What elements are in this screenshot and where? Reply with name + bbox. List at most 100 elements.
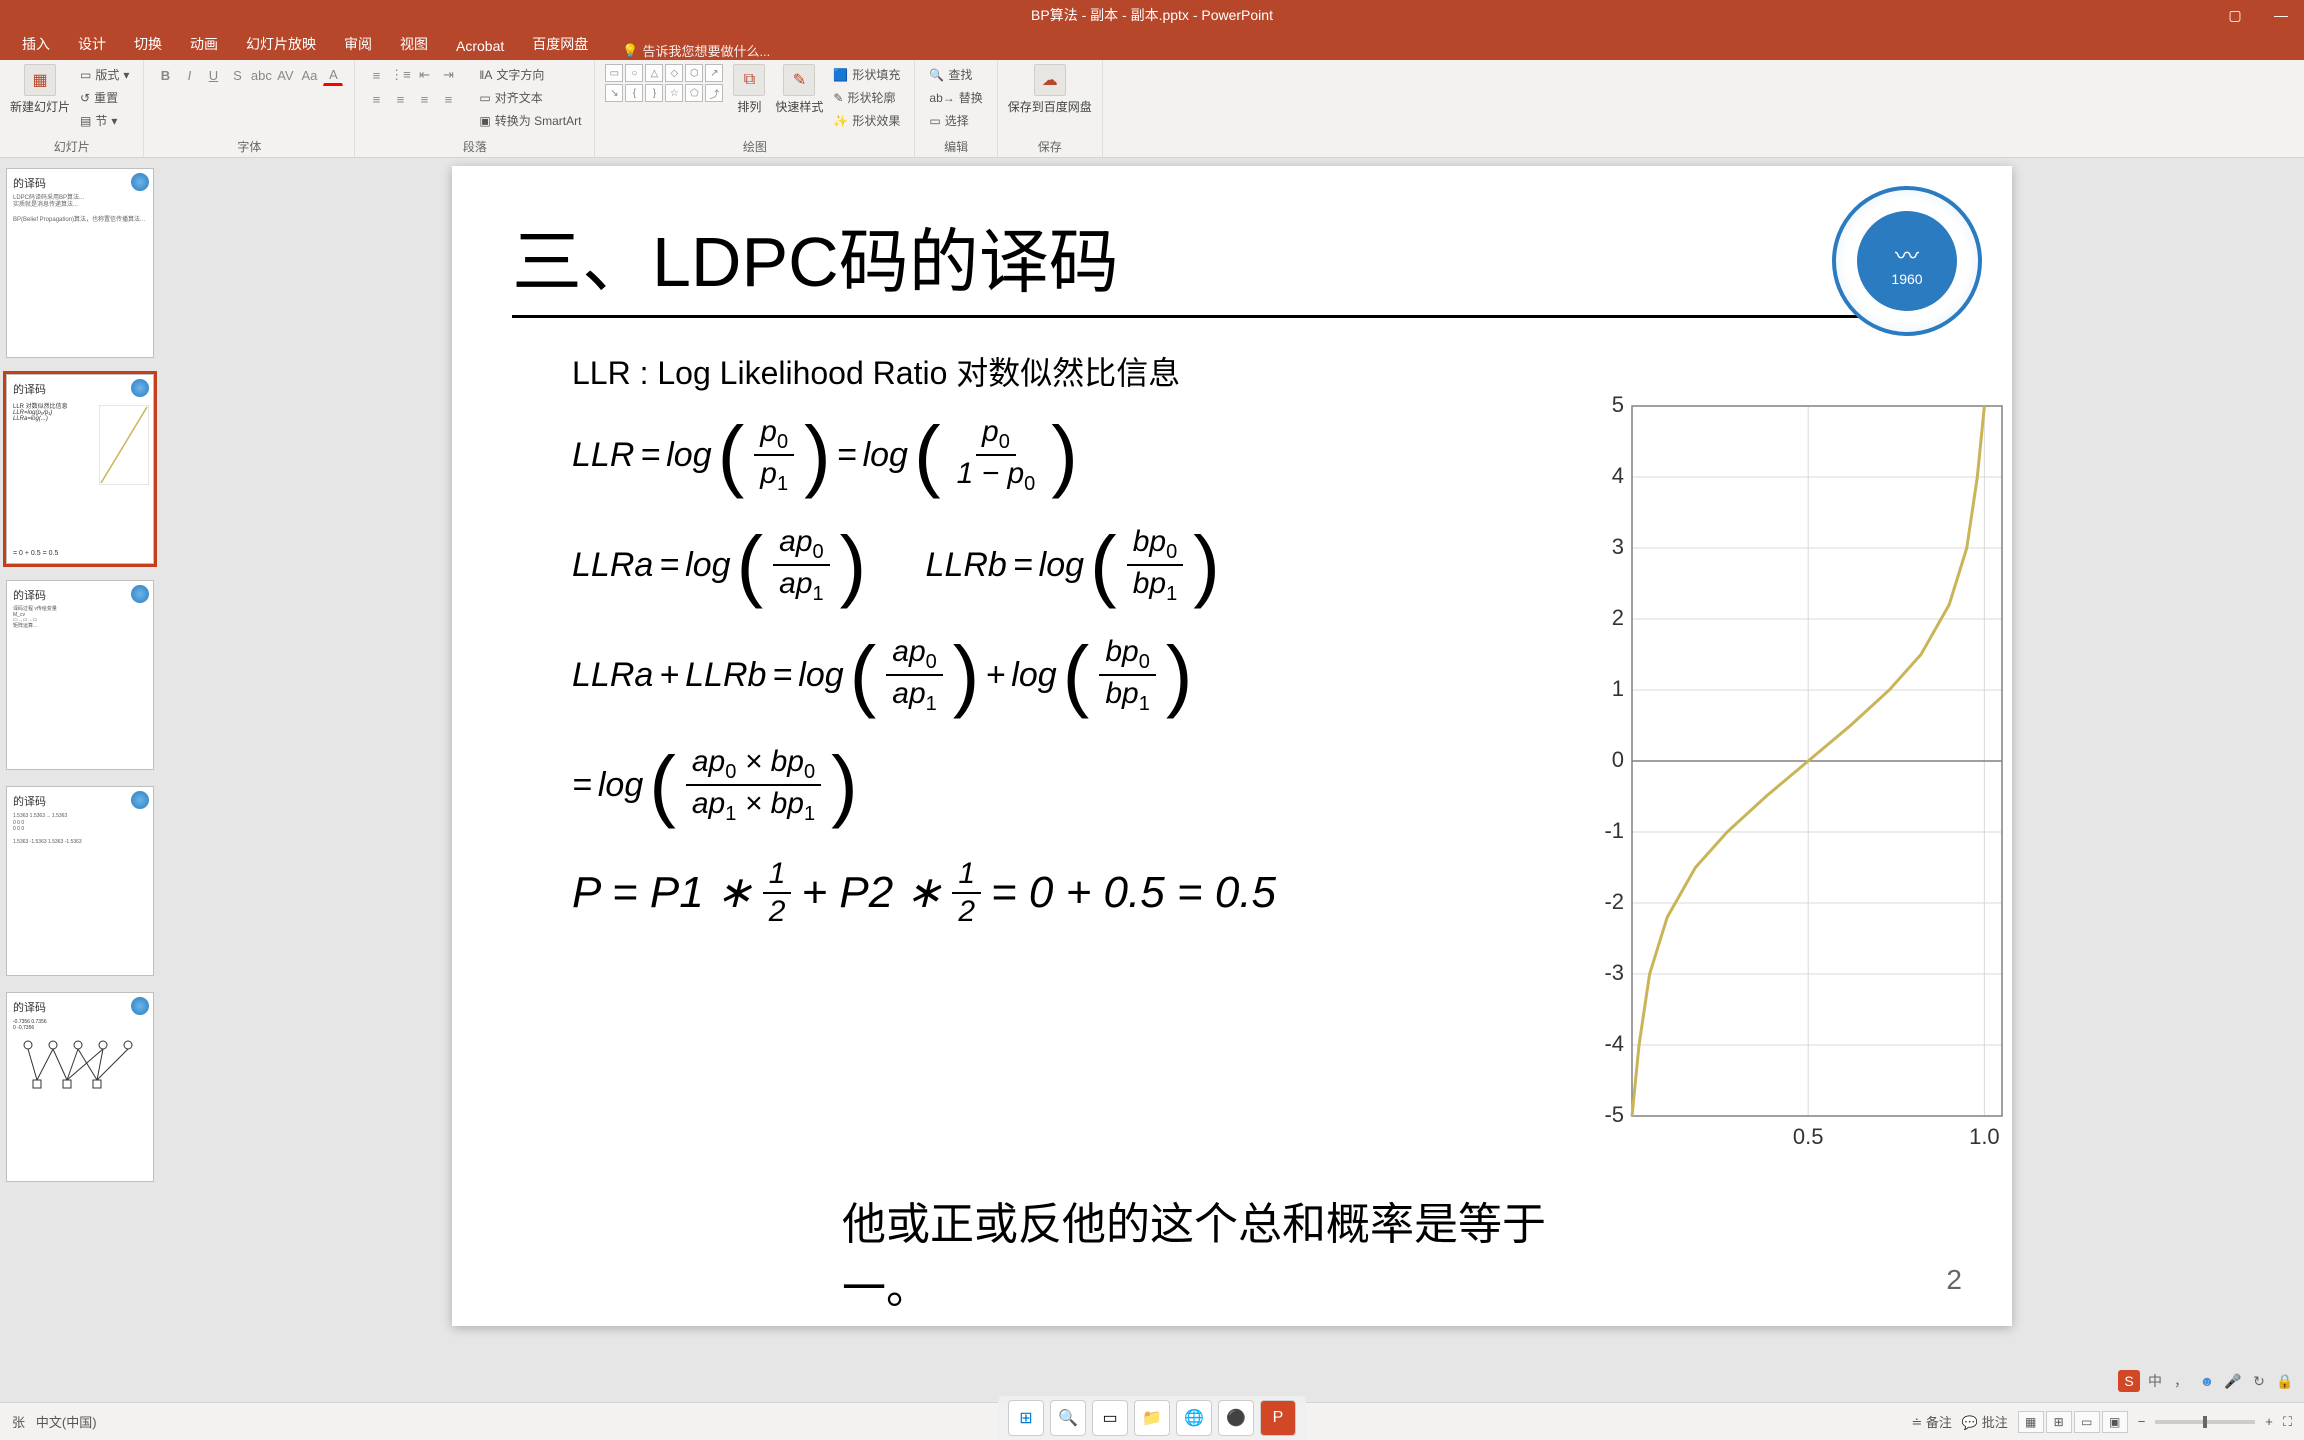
italic-button[interactable]: I [178, 64, 200, 86]
bold-button[interactable]: B [154, 64, 176, 86]
tab-review[interactable]: 审阅 [330, 28, 386, 60]
taskview-button[interactable]: ▭ [1092, 1400, 1128, 1436]
svg-text:1.0: 1.0 [1969, 1124, 2000, 1149]
tab-acrobat[interactable]: Acrobat [442, 32, 518, 60]
tab-insert[interactable]: 插入 [8, 28, 64, 60]
shapes-gallery[interactable]: ▭○△◇⬡↗ ↘{}☆⬠⤴ [605, 64, 723, 102]
align-center-button[interactable]: ≡ [389, 88, 411, 110]
powerpoint-icon[interactable]: P [1260, 1400, 1296, 1436]
fit-button[interactable]: ⛶ [2283, 1414, 2292, 1430]
align-text-button[interactable]: ▭ 对齐文本 [475, 87, 585, 108]
reading-view-button[interactable]: ▭ [2074, 1411, 2100, 1433]
shadow-button[interactable]: abc [250, 64, 272, 86]
justify-button[interactable]: ≡ [437, 88, 459, 110]
start-button[interactable]: ⊞ [1008, 1400, 1044, 1436]
slide-canvas[interactable]: 〰1960 三、LDPC码的译码 LLR : Log Likelihood Ra… [160, 158, 2304, 1402]
layout-button[interactable]: ▭ 版式 ▾ [76, 64, 133, 85]
smartart-button[interactable]: ▣ 转换为 SmartArt [475, 110, 585, 131]
indent-dec-button[interactable]: ⇤ [413, 64, 435, 86]
obs-icon[interactable]: ⚫ [1218, 1400, 1254, 1436]
language-indicator[interactable]: 中文(中国) [36, 1415, 97, 1430]
ime-punct[interactable]: ， [2170, 1370, 2192, 1392]
title-bar: BP算法 - 副本 - 副本.pptx - PowerPoint ▢ — [0, 0, 2304, 30]
minimize-button[interactable]: — [2258, 0, 2304, 30]
new-slide-button[interactable]: ▦ 新建幻灯片 [10, 64, 70, 115]
svg-text:2: 2 [1612, 605, 1624, 630]
ime-emoji-icon[interactable]: ☻ [2196, 1370, 2218, 1392]
slide-title: 三、LDPC码的译码 [512, 206, 1952, 307]
logo-icon [131, 379, 149, 397]
arrange-button[interactable]: ⧉排列 [729, 64, 769, 115]
tab-animations[interactable]: 动画 [176, 28, 232, 60]
tab-transitions[interactable]: 切换 [120, 28, 176, 60]
slide-thumbnail[interactable]: 的译码 1.5363 1.5363 ... 1.53630 0 00 0 01.… [6, 786, 154, 976]
svg-text:1: 1 [1612, 676, 1624, 701]
slideshow-view-button[interactable]: ▣ [2102, 1411, 2128, 1433]
text-direction-button[interactable]: ‖A 文字方向 [475, 64, 585, 85]
ime-lock-icon[interactable]: 🔒 [2274, 1370, 2296, 1392]
reset-button[interactable]: ↺ 重置 [76, 87, 133, 108]
ime-refresh-icon[interactable]: ↻ [2248, 1370, 2270, 1392]
group-editing: 🔍 查找 ab→ 替换 ▭ 选择 编辑 [915, 60, 997, 157]
comments-button[interactable]: 💬 批注 [1962, 1412, 2008, 1431]
font-color-button[interactable]: A [322, 64, 344, 86]
save-baidu-button[interactable]: ☁保存到百度网盘 [1008, 64, 1092, 115]
view-buttons: ▦ ⊞ ▭ ▣ [2018, 1411, 2128, 1433]
shape-fill-button[interactable]: 🟦 形状填充 [829, 64, 904, 85]
align-left-button[interactable]: ≡ [365, 88, 387, 110]
tab-slideshow[interactable]: 幻灯片放映 [232, 28, 330, 60]
slide-thumbnail[interactable]: 的译码 -0.7356 0.73560 -0.7356 [6, 992, 154, 1182]
page-number: 2 [1946, 1264, 1962, 1296]
find-button[interactable]: 🔍 查找 [925, 64, 986, 85]
spacing-button[interactable]: AV [274, 64, 296, 86]
zoom-slider[interactable] [2155, 1420, 2255, 1424]
university-logo: 〰1960 [1832, 186, 1982, 336]
normal-view-button[interactable]: ▦ [2018, 1411, 2044, 1433]
strike-button[interactable]: S [226, 64, 248, 86]
group-label-save: 保存 [1008, 136, 1092, 155]
group-label-editing: 编辑 [925, 136, 986, 155]
group-paragraph: ≡ ⋮≡ ⇤ ⇥ ≡ ≡ ≡ ≡ ‖A 文字方向 ▭ 对齐文本 ▣ 转换为 Sm… [355, 60, 595, 157]
slide-thumbnail[interactable]: 的译码 译码过程 v传给变量M_cv▭→▭→▭矩阵运算... [6, 580, 154, 770]
svg-text:-1: -1 [1604, 818, 1624, 843]
section-button[interactable]: ▤ 节 ▾ [76, 110, 133, 131]
explorer-icon[interactable]: 📁 [1134, 1400, 1170, 1436]
tell-me[interactable]: 💡 告诉我您想要做什么... [622, 41, 770, 60]
search-button[interactable]: 🔍 [1050, 1400, 1086, 1436]
zoom-in-button[interactable]: + [2265, 1414, 2273, 1429]
thumbnail-panel[interactable]: 的译码 LDPC码译码采用BP算法...实质就是消息传递算法...BP(Beli… [0, 158, 160, 1402]
logo-icon [131, 791, 149, 809]
group-label-font: 字体 [154, 136, 344, 155]
indent-inc-button[interactable]: ⇥ [437, 64, 459, 86]
ribbon-options-icon[interactable]: ▢ [2212, 0, 2258, 30]
align-right-button[interactable]: ≡ [413, 88, 435, 110]
select-button[interactable]: ▭ 选择 [925, 110, 986, 131]
shape-outline-button[interactable]: ✎ 形状轮廓 [829, 87, 904, 108]
tab-baidu[interactable]: 百度网盘 [518, 28, 602, 60]
notes-button[interactable]: ≐ 备注 [1911, 1412, 1952, 1431]
tab-view[interactable]: 视图 [386, 28, 442, 60]
slide-thumbnail[interactable]: 的译码 LLR 对数似然比信息LLR=log(p₀/p₁)LLRa=log(..… [6, 374, 154, 564]
bullets-button[interactable]: ≡ [365, 64, 387, 86]
ime-sogou-icon[interactable]: S [2118, 1370, 2140, 1392]
replace-button[interactable]: ab→ 替换 [925, 87, 986, 108]
sorter-view-button[interactable]: ⊞ [2046, 1411, 2072, 1433]
ime-mic-icon[interactable]: 🎤 [2222, 1370, 2244, 1392]
ime-indicator[interactable]: S 中 ， ☻ 🎤 ↻ 🔒 [2118, 1370, 2296, 1392]
ime-lang[interactable]: 中 [2144, 1370, 2166, 1392]
window-title: BP算法 - 副本 - 副本.pptx - PowerPoint [1031, 5, 1273, 25]
svg-text:5: 5 [1612, 396, 1624, 417]
taskbar: ⊞ 🔍 ▭ 📁 🌐 ⚫ P [998, 1396, 1306, 1440]
case-button[interactable]: Aa [298, 64, 320, 86]
numbering-button[interactable]: ⋮≡ [389, 64, 411, 86]
slide-thumbnail[interactable]: 的译码 LDPC码译码采用BP算法...实质就是消息传递算法...BP(Beli… [6, 168, 154, 358]
subtitle-caption: 他或正或反他的这个总和概率是等于一。 [842, 1188, 1622, 1316]
zoom-out-button[interactable]: − [2138, 1414, 2146, 1429]
quick-styles-button[interactable]: ✎快速样式 [775, 64, 823, 115]
group-drawing: ▭○△◇⬡↗ ↘{}☆⬠⤴ ⧉排列 ✎快速样式 🟦 形状填充 ✎ 形状轮廓 ✨ … [595, 60, 915, 157]
tab-design[interactable]: 设计 [64, 28, 120, 60]
slide[interactable]: 〰1960 三、LDPC码的译码 LLR : Log Likelihood Ra… [452, 166, 2012, 1326]
underline-button[interactable]: U [202, 64, 224, 86]
shape-effects-button[interactable]: ✨ 形状效果 [829, 110, 904, 131]
edge-icon[interactable]: 🌐 [1176, 1400, 1212, 1436]
